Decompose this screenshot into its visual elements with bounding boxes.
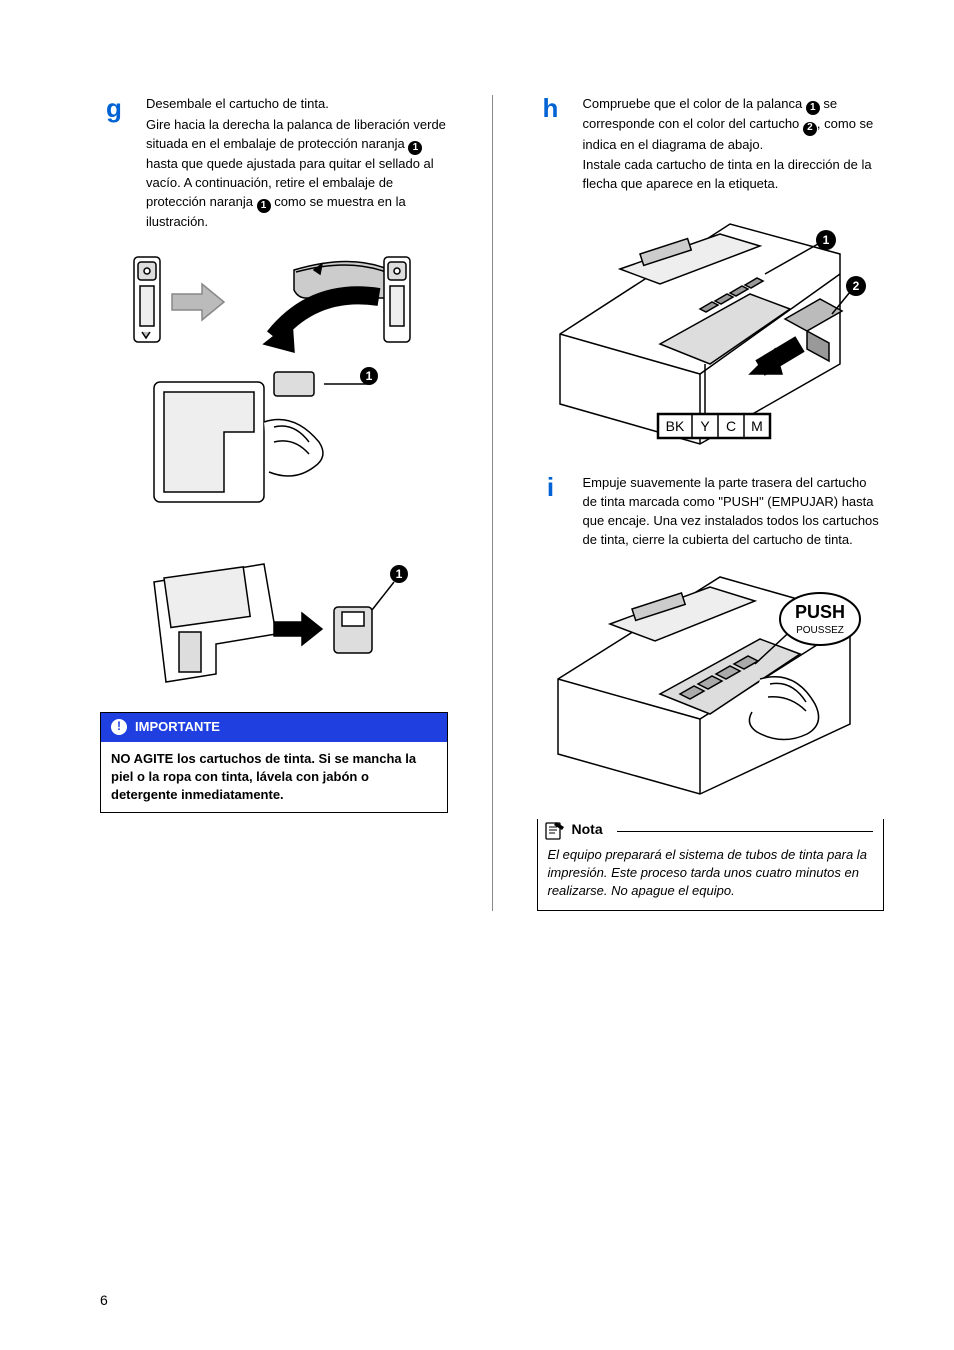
figure-g: 1 1 [100, 252, 448, 692]
svg-text:2: 2 [853, 279, 860, 293]
important-title: IMPORTANTE [135, 718, 220, 737]
inline-callout-1b: 1 [257, 199, 271, 213]
note-box: Nota El equipo preparará el sistema de t… [537, 819, 885, 911]
step-g-para2: Gire hacia la derecha la palanca de libe… [146, 116, 448, 232]
left-column: g Desembale el cartucho de tinta. Gire h… [100, 95, 448, 911]
step-i-letter: i [537, 474, 565, 551]
svg-text:BK: BK [666, 418, 685, 434]
inline-callout-1: 1 [408, 141, 422, 155]
figure-h-svg: 1 2 BK Y C M [550, 214, 870, 454]
figure-i: PUSH POUSSEZ [537, 569, 885, 799]
figure-g-svg: 1 1 [124, 252, 424, 692]
svg-text:M: M [751, 418, 763, 434]
note-icon [544, 820, 566, 840]
step-i-para: Empuje suavemente la parte trasera del c… [583, 474, 885, 549]
step-g-letter: g [100, 95, 128, 234]
svg-text:C: C [726, 418, 736, 434]
important-head: ! IMPORTANTE [101, 713, 447, 742]
step-g-body: Desembale el cartucho de tinta. Gire hac… [146, 95, 448, 234]
figure-i-svg: PUSH POUSSEZ [550, 569, 870, 799]
important-box: ! IMPORTANTE NO AGITE los cartuchos de t… [100, 712, 448, 813]
step-h-para2: Instale cada cartucho de tinta en la dir… [583, 156, 885, 194]
step-i-body: Empuje suavemente la parte trasera del c… [583, 474, 885, 551]
step-h-para1: Compruebe que el color de la palanca 1 s… [583, 95, 885, 154]
step-h-body: Compruebe que el color de la palanca 1 s… [583, 95, 885, 196]
note-title: Nota [572, 819, 603, 839]
step-g: g Desembale el cartucho de tinta. Gire h… [100, 95, 448, 234]
page-number: 6 [100, 1290, 108, 1310]
svg-text:POUSSEZ: POUSSEZ [796, 625, 844, 636]
right-column: h Compruebe que el color de la palanca 1… [537, 95, 885, 911]
two-column-layout: g Desembale el cartucho de tinta. Gire h… [100, 95, 884, 911]
exclamation-icon: ! [111, 719, 127, 735]
figure-h: 1 2 BK Y C M [537, 214, 885, 454]
svg-text:Y: Y [701, 418, 711, 434]
note-head: Nota [538, 819, 884, 843]
svg-text:PUSH: PUSH [795, 602, 845, 622]
step-i: i Empuje suavemente la parte trasera del… [537, 474, 885, 551]
svg-text:1: 1 [823, 233, 830, 247]
note-body: El equipo preparará el sistema de tubos … [538, 844, 884, 911]
step-h: h Compruebe que el color de la palanca 1… [537, 95, 885, 196]
important-body: NO AGITE los cartuchos de tinta. Si se m… [101, 742, 447, 813]
step-h-letter: h [537, 95, 565, 196]
column-divider [492, 95, 493, 911]
inline-callout-h1: 1 [806, 101, 820, 115]
inline-callout-h2: 2 [803, 122, 817, 136]
step-g-line1: Desembale el cartucho de tinta. [146, 95, 448, 114]
note-rule [617, 831, 873, 832]
svg-text:1: 1 [395, 567, 402, 581]
svg-text:1: 1 [365, 369, 372, 383]
